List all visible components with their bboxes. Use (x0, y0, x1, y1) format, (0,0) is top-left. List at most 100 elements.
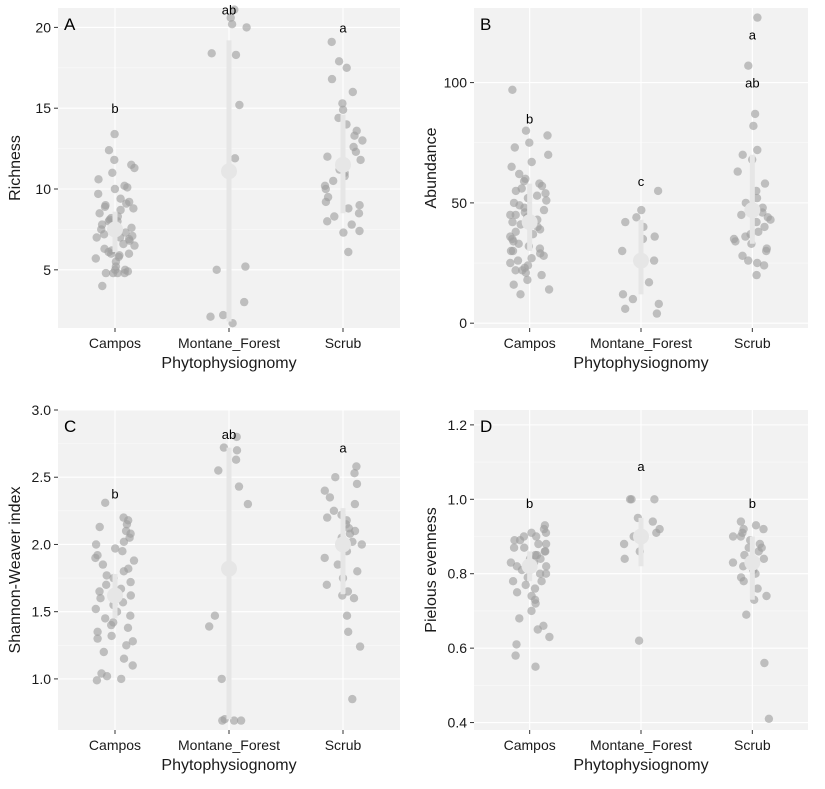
data-point-montane-forest (628, 294, 638, 304)
mean-point-campos (521, 558, 538, 575)
data-point-scrub (338, 105, 348, 115)
data-point-montane-forest (226, 13, 235, 22)
data-point-scrub (760, 222, 769, 232)
y-tick-label: 2.0 (32, 536, 52, 552)
y-axis-title: Shannon-Weaver index (7, 487, 24, 654)
data-point-campos (543, 131, 552, 140)
data-point-scrub (338, 99, 347, 108)
mean-point-montane-forest (221, 560, 237, 577)
data-point-campos (508, 246, 518, 256)
data-point-campos (129, 204, 138, 213)
data-point-scrub (744, 256, 753, 265)
data-point-campos (128, 231, 137, 241)
significance-letter: b (111, 101, 118, 116)
data-point-campos (93, 634, 102, 643)
data-point-campos (121, 228, 130, 237)
data-point-campos (527, 528, 536, 537)
data-point-montane-forest (650, 495, 659, 504)
data-point-campos (534, 539, 543, 549)
data-point-scrub (334, 57, 344, 66)
y-axis-title: Pielous evenness (423, 507, 440, 632)
data-point-campos (511, 266, 520, 275)
data-point-campos (521, 174, 530, 183)
data-point-montane-forest (655, 524, 664, 534)
data-point-campos (123, 623, 133, 632)
data-point-campos (515, 614, 524, 623)
data-point-campos (509, 543, 519, 552)
data-point-montane-forest (212, 265, 221, 274)
y-tick-label: 0 (459, 315, 467, 331)
data-point-campos (95, 587, 104, 596)
data-point-scrub (330, 212, 339, 221)
data-point-scrub (323, 217, 332, 226)
data-point-montane-forest (621, 217, 630, 227)
data-point-montane-forest (234, 482, 244, 491)
y-tick-label: 2.5 (32, 469, 52, 485)
data-point-scrub (759, 524, 768, 534)
data-point-montane-forest (654, 299, 663, 309)
data-point-campos (97, 669, 106, 678)
data-point-montane-forest (619, 539, 629, 549)
data-point-campos (128, 661, 137, 670)
data-point-scrub (323, 152, 332, 161)
data-point-scrub (344, 204, 353, 213)
panel-c: 1.0 1.5 2.0 2.5 3.0 Campos Montane_Forest Scrub… (7, 402, 400, 774)
x-tick-label-campos: Campos (89, 335, 141, 351)
data-point-campos (521, 126, 531, 135)
data-point-campos (506, 232, 515, 241)
data-point-montane-forest (210, 611, 220, 620)
data-point-campos (535, 179, 544, 188)
data-point-montane-forest (236, 716, 246, 725)
data-point-scrub (742, 610, 751, 619)
data-point-campos (523, 275, 532, 285)
data-point-campos (121, 526, 131, 536)
data-point-campos (512, 640, 521, 649)
y-tick-label: 100 (444, 75, 468, 91)
mean-point-campos (107, 587, 123, 604)
data-point-campos (544, 150, 553, 159)
data-point-montane-forest (620, 554, 629, 563)
data-point-campos (129, 556, 139, 565)
data-point-scrub (736, 573, 746, 582)
data-point-campos (116, 205, 125, 215)
data-point-campos (118, 547, 127, 556)
data-point-scrub (759, 261, 769, 270)
data-point-campos (120, 181, 129, 190)
significance-letter: b (111, 486, 118, 501)
data-point-campos (511, 651, 520, 660)
data-point-scrub (753, 258, 762, 268)
significance-letter: b (749, 496, 756, 511)
data-point-montane-forest (621, 304, 630, 313)
data-point-scrub (354, 209, 364, 218)
data-point-scrub (736, 517, 746, 526)
data-point-scrub (352, 126, 361, 135)
data-point-campos (109, 618, 118, 627)
data-point-campos (542, 196, 551, 205)
data-point-scrub (347, 220, 356, 229)
y-tick-label: 1.0 (448, 491, 468, 507)
data-point-campos (102, 571, 111, 580)
x-tick-label-scrub: Scrub (734, 335, 771, 351)
data-point-campos (520, 543, 529, 552)
data-point-scrub (333, 560, 342, 569)
y-axis-title: Abundance (423, 127, 440, 208)
data-point-campos (509, 198, 519, 208)
panel-tag: A (64, 15, 76, 34)
data-point-scrub (729, 234, 739, 244)
panel-tag: C (64, 417, 76, 436)
data-point-scrub (738, 251, 747, 260)
mean-point-scrub (335, 536, 351, 553)
significance-letter: a (339, 441, 347, 456)
data-point-campos (101, 268, 111, 278)
data-point-campos (541, 539, 551, 549)
data-point-scrub (329, 506, 339, 515)
y-tick-label: 5 (43, 262, 51, 278)
data-point-scrub (755, 539, 765, 549)
data-point-campos (91, 540, 101, 549)
data-point-campos (508, 85, 517, 95)
data-point-campos (101, 614, 110, 623)
data-point-scrub (358, 136, 367, 145)
data-point-scrub (320, 486, 329, 495)
data-point-scrub (739, 524, 748, 534)
